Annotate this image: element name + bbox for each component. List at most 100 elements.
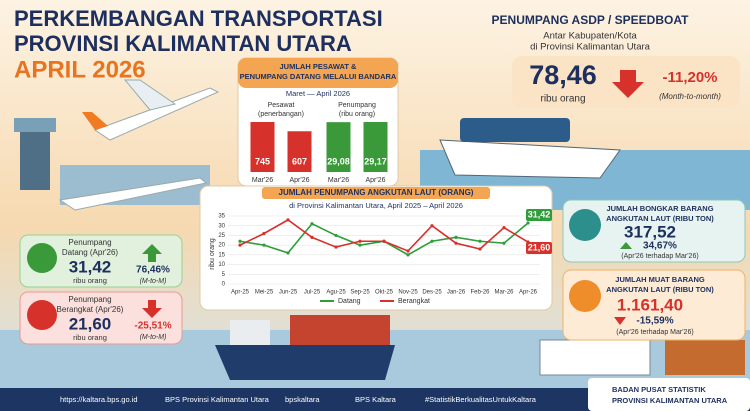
point: [358, 243, 362, 247]
x-tick-label: Feb-26: [470, 290, 490, 296]
point: [430, 239, 434, 243]
value-label-bg: [526, 242, 552, 255]
point: [502, 241, 506, 245]
point: [406, 249, 410, 253]
bar-title: JUMLAH PESAWAT &: [280, 62, 358, 71]
card-muat: [562, 269, 746, 341]
x-tick-label: Apr-25: [231, 290, 250, 296]
y-tick-label: 5: [222, 272, 226, 278]
card-title: JUMLAH MUAT BARANG: [615, 275, 705, 284]
x-tick-label: Okt-25: [375, 290, 394, 296]
point: [238, 243, 242, 247]
point: [310, 222, 314, 226]
up-arrow: [142, 244, 162, 262]
value-label: 29,08: [327, 156, 350, 166]
panel-label: Penumpang: [338, 102, 376, 109]
bar-panel-header: [238, 58, 398, 88]
point: [262, 231, 266, 236]
bar: [250, 122, 275, 172]
asdp-subtitle: Antar Kabupaten/Kota: [543, 31, 637, 42]
title-line: APRIL 2026: [14, 56, 146, 83]
y-tick-label: 30: [218, 223, 225, 229]
point: [454, 235, 458, 239]
legend-label: Datang: [338, 298, 361, 305]
point: [262, 243, 266, 247]
box-icon: [569, 280, 601, 312]
card-value: 31,42: [69, 257, 112, 276]
card-change: 34,67%: [643, 241, 677, 252]
point: [310, 235, 314, 239]
card-berangkat: [19, 291, 183, 345]
x-tick-label: Apr'26: [365, 177, 385, 184]
value-label: 745: [255, 156, 270, 166]
x-tick-label: Apr-26: [519, 290, 538, 296]
point: [286, 251, 290, 255]
speedboat: [439, 118, 621, 179]
panel-label: (penerbangan): [258, 111, 304, 118]
point: [358, 239, 362, 243]
footer-link[interactable]: BPS Provinsi Kalimantan Utara: [165, 395, 270, 404]
footer: [0, 388, 750, 411]
ship-icon: [27, 243, 57, 273]
x-tick-label: Mar-26: [494, 290, 514, 296]
title-line: PROVINSI KALIMANTAN UTARA: [14, 31, 352, 56]
y-tick-label: 25: [218, 233, 225, 239]
card-label: Penumpang: [68, 295, 111, 304]
y-tick-label: 10: [218, 262, 225, 268]
airport: [14, 118, 210, 211]
footer-link[interactable]: bpskaltara: [285, 395, 320, 404]
down-arrow: [614, 317, 626, 325]
bar: [363, 122, 388, 172]
point: [454, 241, 458, 245]
point: [430, 224, 434, 228]
bar: [287, 131, 312, 172]
card-label: Penumpang: [68, 238, 111, 247]
point: [478, 239, 482, 243]
logo-box: [588, 378, 750, 411]
x-tick-label: Jun-25: [279, 290, 298, 296]
y-axis-label: ribu orang: [209, 238, 216, 270]
card-value: 317,52: [624, 222, 676, 241]
footer-link[interactable]: BPS Kaltara: [355, 395, 397, 404]
point: [238, 239, 242, 243]
x-tick-label: Des-25: [422, 290, 442, 296]
x-tick-label: Nov-25: [398, 290, 418, 296]
footer-link[interactable]: https://kaltara.bps.go.id: [60, 395, 138, 404]
title-line: PERKEMBANGAN TRANSPORTASI: [14, 6, 383, 31]
card-title: ANGKUTAN LAUT (RIBU TON): [606, 214, 714, 223]
value-label-bg: [526, 208, 552, 221]
point: [502, 226, 506, 230]
down-arrow: [612, 70, 644, 98]
card-change: -15,59%: [636, 316, 673, 327]
container-icon: [569, 209, 601, 241]
line-subtitle: di Provinsi Kalimantan Utara, April 2025…: [289, 201, 463, 210]
x-tick-label: Mar'26: [252, 177, 273, 184]
card-label: Datang (Apr'26): [62, 248, 119, 257]
x-tick-label: Mar'26: [328, 177, 349, 184]
line-panel-header: [262, 187, 490, 199]
value-label: 29,17: [364, 156, 387, 166]
legend-label: Berangkat: [398, 298, 430, 305]
x-tick-label: Jul-25: [304, 290, 321, 296]
footer-link[interactable]: #StatistikBerkualitasUntukKaltara: [425, 395, 537, 404]
bar-subtitle: Maret — April 2026: [286, 89, 350, 98]
point: [286, 218, 290, 222]
card-note: (M-to-M): [140, 334, 167, 341]
value-label: 31,42: [528, 209, 551, 219]
asdp-change: -11,20%: [662, 69, 717, 86]
card-note: (M-to-M): [140, 278, 167, 285]
card-value: 1.161,40: [617, 295, 683, 314]
bar-title: PENUMPANG DATANG MELALUI BANDARA: [240, 72, 397, 81]
org-name: PROVINSI KALIMANTAN UTARA: [612, 396, 728, 405]
card-change: -25,51%: [134, 321, 171, 332]
card-title: JUMLAH BONGKAR BARANG: [606, 204, 713, 213]
y-tick-label: 35: [218, 214, 225, 220]
point: [406, 253, 410, 257]
asdp-value: 78,46: [529, 60, 597, 90]
point: [334, 233, 338, 238]
value-label: 607: [292, 156, 307, 166]
asdp-unit: ribu orang: [540, 94, 585, 105]
line-title: JUMLAH PENUMPANG ANGKUTAN LAUT (ORANG): [279, 188, 474, 197]
panel-label: (ribu orang): [339, 111, 375, 118]
